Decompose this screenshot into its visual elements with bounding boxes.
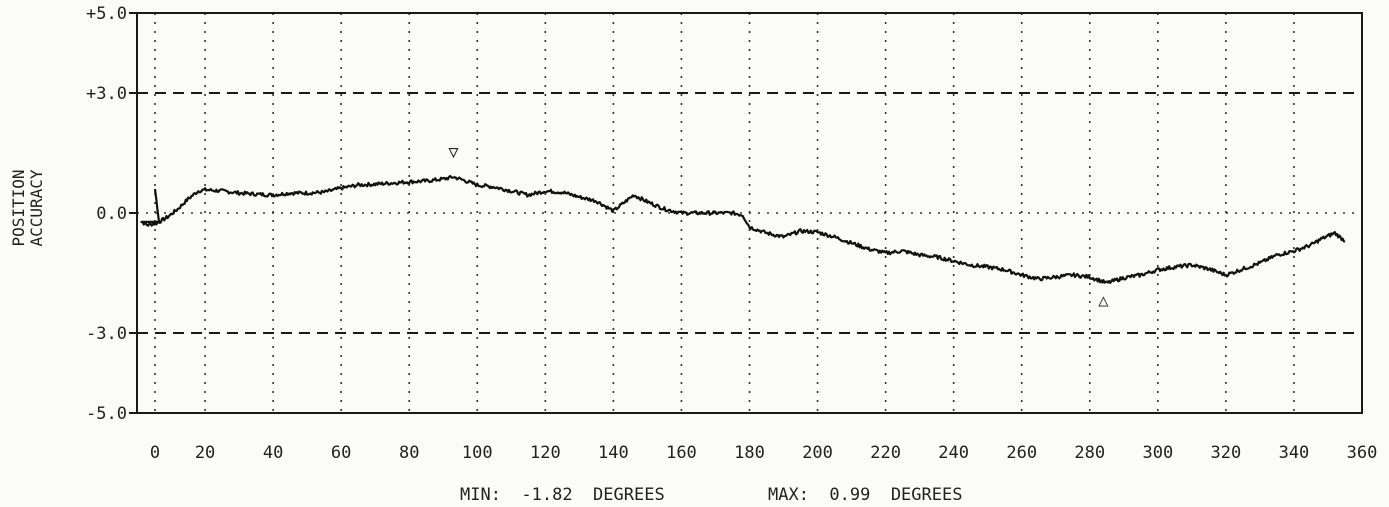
y-axis-title-line1: POSITION	[9, 169, 28, 246]
series-line-0	[140, 174, 1346, 284]
series-layer	[140, 174, 1346, 284]
x-tick-label: 260	[1006, 443, 1037, 463]
y-tick-label: +3.0	[86, 84, 127, 104]
x-tick-label: 160	[666, 443, 697, 463]
marker-layer: ▽△	[448, 142, 1109, 310]
x-tick-label: 20	[195, 443, 215, 463]
y-axis-title-line2: ACCURACY	[27, 169, 46, 246]
x-axis-ticks: 0 20 40 60 80 100 120 140 160 180 200 220 240 260 280 3…	[150, 443, 1377, 463]
x-tick-label: 40	[263, 443, 283, 463]
x-tick-label: 300	[1142, 443, 1173, 463]
y-axis-ticks: +5.0 +3.0 0.0 -3.0 -5.0	[86, 4, 137, 424]
x-tick-label: 60	[331, 443, 351, 463]
x-tick-label: 200	[802, 443, 833, 463]
x-tick-label: 340	[1279, 443, 1310, 463]
y-tick-label: -5.0	[86, 404, 127, 424]
x-tick-label: 140	[598, 443, 629, 463]
min-marker: △	[1098, 291, 1109, 311]
y-tick-label: -3.0	[86, 324, 127, 344]
x-tick-label: 120	[530, 443, 561, 463]
min-stat-label: MIN: -1.82 DEGREES	[460, 485, 665, 505]
x-tick-label: 80	[399, 443, 419, 463]
limit-lines	[137, 92, 1362, 334]
y-tick-label: +5.0	[86, 4, 127, 24]
x-tick-label: 280	[1074, 443, 1105, 463]
y-tick-label: 0.0	[96, 204, 127, 224]
max-stat-label: MAX: 0.99 DEGREES	[768, 485, 962, 505]
x-tick-label: 100	[462, 443, 493, 463]
x-tick-label: 320	[1211, 443, 1242, 463]
x-tick-label: 0	[150, 443, 160, 463]
x-tick-label: 360	[1347, 443, 1378, 463]
x-tick-label: 220	[870, 443, 901, 463]
max-marker: ▽	[448, 142, 459, 162]
x-tick-label: 180	[734, 443, 765, 463]
x-tick-label: 240	[938, 443, 969, 463]
